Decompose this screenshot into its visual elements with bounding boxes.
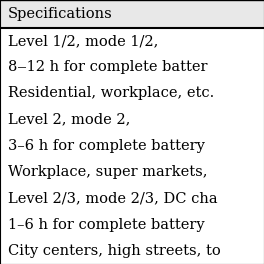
Text: Level 2, mode 2,: Level 2, mode 2, [8,113,130,127]
Bar [0,0,264,28]
Text: Level 1/2, mode 1/2,: Level 1/2, mode 1/2, [8,34,158,48]
Text: Level 2/3, mode 2/3, DC cha: Level 2/3, mode 2/3, DC cha [8,191,218,205]
Text: 8‒12 h for complete batter: 8‒12 h for complete batter [8,60,208,74]
Text: 3–6 h for complete battery: 3–6 h for complete battery [8,139,205,153]
Text: Specifications: Specifications [8,7,113,21]
Text: Workplace, super markets,: Workplace, super markets, [8,165,208,179]
Text: 1–6 h for complete battery: 1–6 h for complete battery [8,218,205,232]
Text: City centers, high streets, to: City centers, high streets, to [8,244,221,258]
Text: Residential, workplace, etc.: Residential, workplace, etc. [8,86,214,100]
